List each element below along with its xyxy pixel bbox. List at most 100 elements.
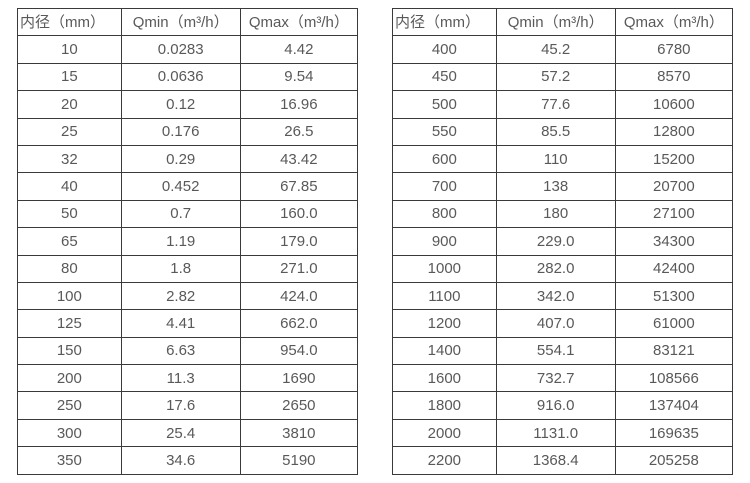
- data-cell: 732.7: [495, 364, 616, 393]
- header-cell: 内径（mm）: [17, 7, 122, 37]
- data-cell: 25: [17, 117, 122, 146]
- data-cell: 1100: [392, 281, 497, 311]
- data-cell: 125: [17, 309, 122, 338]
- data-cell: 0.0283: [120, 35, 241, 64]
- data-cell: 0.7: [120, 199, 241, 229]
- table-row: 550 85.5 12800: [392, 117, 734, 146]
- data-cell: 80: [17, 254, 122, 283]
- data-cell: 600: [392, 144, 497, 174]
- data-cell: 250: [17, 391, 122, 420]
- data-cell: 0.29: [120, 144, 241, 174]
- data-cell: 0.452: [120, 172, 241, 201]
- table-row: 80 1.8 271.0: [17, 254, 359, 283]
- data-cell: 2.82: [120, 281, 241, 311]
- table-row: 32 0.29 43.42: [17, 144, 359, 174]
- table-row: 10 0.0283 4.42: [17, 35, 359, 64]
- data-cell: 900: [392, 227, 497, 256]
- data-cell: 954.0: [239, 336, 359, 366]
- data-cell: 200: [17, 364, 122, 393]
- flow-spec-table: 内径（mm） Qmin（m³/h） Qmax（m³/h） 400 45.2 6780 450…: [392, 7, 734, 475]
- header-cell: Qmax（m³/h）: [239, 7, 359, 37]
- table-row: 400 45.2 6780: [392, 35, 734, 64]
- data-cell: 229.0: [495, 227, 616, 256]
- data-cell: 65: [17, 227, 122, 256]
- header-cell: Qmin（m³/h）: [120, 7, 241, 37]
- data-cell: 1600: [392, 364, 497, 393]
- data-cell: 1000: [392, 254, 497, 283]
- data-cell: 61000: [614, 309, 734, 338]
- data-cell: 40: [17, 172, 122, 201]
- data-cell: 34300: [614, 227, 734, 256]
- data-cell: 6.63: [120, 336, 241, 366]
- data-cell: 12800: [614, 117, 734, 146]
- data-cell: 2000: [392, 418, 497, 448]
- table-row: 250 17.6 2650: [17, 391, 359, 420]
- data-cell: 160.0: [239, 199, 359, 229]
- data-cell: 550: [392, 117, 497, 146]
- data-cell: 15200: [614, 144, 734, 174]
- table-row: 15 0.0636 9.54: [17, 62, 359, 92]
- data-cell: 500: [392, 90, 497, 119]
- data-cell: 916.0: [495, 391, 616, 420]
- table-row: 1600 732.7 108566: [392, 364, 734, 393]
- data-cell: 32: [17, 144, 122, 174]
- data-cell: 169635: [614, 418, 734, 448]
- data-cell: 27100: [614, 199, 734, 229]
- data-cell: 100: [17, 281, 122, 311]
- data-cell: 400: [392, 35, 497, 64]
- data-cell: 1800: [392, 391, 497, 420]
- header-cell: Qmax（m³/h）: [614, 7, 734, 37]
- table-row: 350 34.6 5190: [17, 446, 359, 475]
- data-cell: 20700: [614, 172, 734, 201]
- data-cell: 42400: [614, 254, 734, 283]
- data-cell: 662.0: [239, 309, 359, 338]
- table-row: 2200 1368.4 205258: [392, 446, 734, 475]
- data-cell: 43.42: [239, 144, 359, 174]
- header-row: 内径（mm） Qmin（m³/h） Qmax（m³/h）: [392, 7, 734, 37]
- data-cell: 0.176: [120, 117, 241, 146]
- data-cell: 800: [392, 199, 497, 229]
- data-cell: 110: [495, 144, 616, 174]
- table-row: 300 25.4 3810: [17, 418, 359, 448]
- table-row: 2000 1131.0 169635: [392, 418, 734, 448]
- data-cell: 17.6: [120, 391, 241, 420]
- data-cell: 205258: [614, 446, 734, 475]
- table-row: 1800 916.0 137404: [392, 391, 734, 420]
- data-cell: 10600: [614, 90, 734, 119]
- data-cell: 0.0636: [120, 62, 241, 92]
- table-row: 600 110 15200: [392, 144, 734, 174]
- table-row: 65 1.19 179.0: [17, 227, 359, 256]
- data-cell: 150: [17, 336, 122, 366]
- table-row: 800 180 27100: [392, 199, 734, 229]
- data-cell: 2650: [239, 391, 359, 420]
- data-cell: 407.0: [495, 309, 616, 338]
- table-row: 40 0.452 67.85: [17, 172, 359, 201]
- data-cell: 1690: [239, 364, 359, 393]
- data-cell: 137404: [614, 391, 734, 420]
- data-cell: 0.12: [120, 90, 241, 119]
- table-row: 1100 342.0 51300: [392, 281, 734, 311]
- data-cell: 1200: [392, 309, 497, 338]
- data-cell: 108566: [614, 364, 734, 393]
- table-row: 100 2.82 424.0: [17, 281, 359, 311]
- data-cell: 16.96: [239, 90, 359, 119]
- flow-spec-table: 内径（mm） Qmin（m³/h） Qmax（m³/h） 10 0.0283 4.42 15…: [17, 7, 359, 475]
- data-cell: 4.42: [239, 35, 359, 64]
- table-row: 25 0.176 26.5: [17, 117, 359, 146]
- data-cell: 15: [17, 62, 122, 92]
- data-cell: 45.2: [495, 35, 616, 64]
- header-cell: 内径（mm）: [392, 7, 497, 37]
- data-cell: 300: [17, 418, 122, 448]
- data-cell: 83121: [614, 336, 734, 366]
- table-row: 450 57.2 8570: [392, 62, 734, 92]
- data-cell: 554.1: [495, 336, 616, 366]
- flow-table-small-diameters: 内径（mm） Qmin（m³/h） Qmax（m³/h） 10 0.0283 4.42 15…: [17, 7, 359, 475]
- data-cell: 271.0: [239, 254, 359, 283]
- data-cell: 11.3: [120, 364, 241, 393]
- data-cell: 26.5: [239, 117, 359, 146]
- table-row: 200 11.3 1690: [17, 364, 359, 393]
- data-cell: 67.85: [239, 172, 359, 201]
- data-cell: 20: [17, 90, 122, 119]
- data-cell: 6780: [614, 35, 734, 64]
- data-cell: 342.0: [495, 281, 616, 311]
